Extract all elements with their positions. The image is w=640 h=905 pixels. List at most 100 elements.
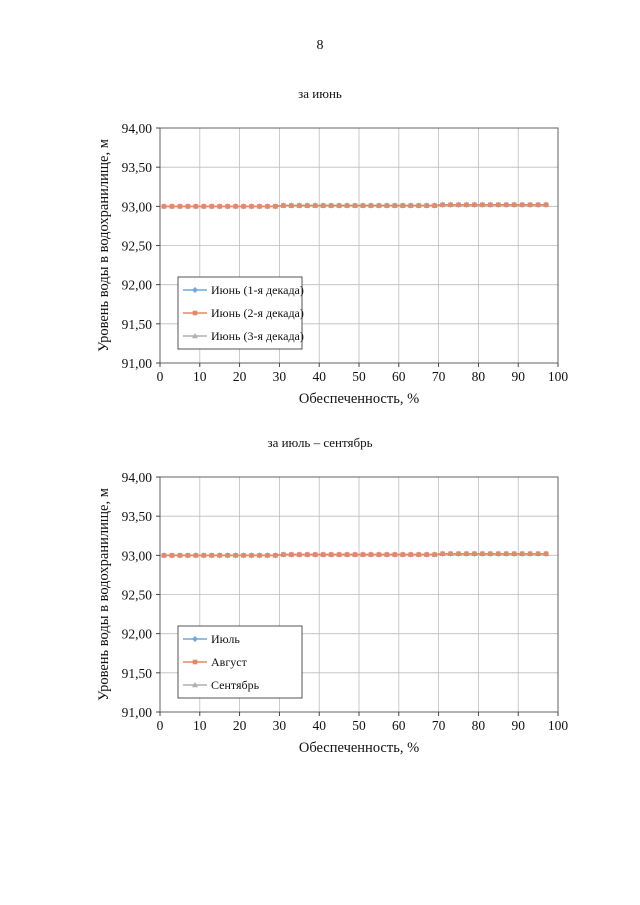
data-point (312, 552, 318, 557)
y-tick-label: 91,00 (122, 356, 153, 371)
data-point (193, 553, 199, 558)
data-point (384, 552, 390, 557)
data-point (543, 202, 549, 208)
data-point (480, 551, 485, 557)
data-point (336, 203, 342, 208)
data-point (488, 202, 493, 208)
data-point (161, 553, 167, 558)
data-point (496, 551, 501, 557)
y-tick-label: 91,50 (122, 666, 153, 681)
y-tick-label: 92,50 (122, 588, 153, 603)
data-point (511, 551, 517, 557)
data-point (519, 551, 525, 557)
data-point (273, 553, 278, 558)
legend-marker (192, 682, 198, 688)
legend-marker (192, 636, 198, 642)
x-tick-label: 0 (157, 369, 164, 384)
data-point (535, 202, 541, 208)
x-tick-label: 60 (392, 718, 406, 733)
y-tick-label: 92,00 (122, 627, 153, 642)
data-point (304, 203, 310, 208)
x-tick-label: 80 (472, 718, 486, 733)
data-point (424, 552, 429, 557)
data-point (408, 552, 414, 557)
data-point (273, 204, 278, 209)
x-tick-label: 50 (352, 369, 366, 384)
page-number: 8 (316, 38, 324, 53)
data-point (472, 202, 477, 208)
data-point (527, 551, 533, 557)
chart-1-title: за июнь (298, 86, 342, 101)
data-point (257, 553, 262, 558)
data-point (480, 202, 485, 208)
chart-2-title: за июль – сентябрь (267, 435, 373, 450)
data-point (161, 204, 167, 209)
data-point (304, 552, 310, 557)
data-point (177, 553, 183, 558)
data-point (289, 552, 294, 557)
x-tick-label: 100 (548, 718, 569, 733)
data-point (424, 203, 429, 208)
data-point (193, 204, 199, 209)
x-tick-label: 20 (233, 369, 247, 384)
chart-june: 0 10 20 30 40 50 60 70 80 90 100 91,00 91,50 92,00 92,… (96, 121, 569, 407)
y-tick-label: 91,50 (122, 317, 153, 332)
data-point (464, 202, 469, 208)
data-point (352, 552, 358, 557)
data-point (392, 552, 398, 557)
x-tick-label: 0 (157, 718, 164, 733)
data-point (511, 202, 517, 208)
data-point (289, 203, 294, 208)
data-point (456, 551, 461, 557)
legend-label: Сентябрь (211, 678, 260, 692)
data-point (416, 203, 421, 208)
data-point (185, 204, 191, 209)
data-point (265, 204, 270, 209)
data-point (360, 203, 366, 208)
x-tick-label: 20 (233, 718, 247, 733)
chart-july-september: 0 10 20 30 40 50 60 70 80 90 100 91,00 91,50 92,00 92,… (96, 470, 569, 756)
data-point (384, 203, 390, 208)
data-point (503, 551, 509, 557)
x-tick-label: 30 (273, 718, 287, 733)
y-tick-label: 93,50 (122, 509, 153, 524)
data-point (400, 552, 406, 557)
data-point (456, 202, 461, 208)
data-point (448, 551, 453, 557)
data-point (209, 204, 215, 209)
x-tick-label: 90 (511, 718, 525, 733)
y-tick-label: 91,00 (122, 705, 153, 720)
data-point (440, 202, 445, 208)
x-tick-label: 100 (548, 369, 569, 384)
data-point (185, 553, 191, 558)
data-point (400, 203, 406, 208)
legend-marker (192, 287, 198, 293)
x-tick-label: 10 (193, 718, 207, 733)
y-tick-label: 92,50 (122, 239, 153, 254)
data-point (519, 202, 525, 208)
data-point (408, 203, 414, 208)
x-tick-label: 80 (472, 369, 486, 384)
data-point (177, 204, 183, 209)
y-tick-label: 94,00 (122, 121, 153, 136)
data-point (201, 553, 207, 558)
data-point (241, 204, 246, 209)
data-point (265, 553, 270, 558)
data-point (249, 204, 254, 209)
x-tick-label: 70 (432, 718, 446, 733)
data-point (503, 202, 509, 208)
x-tick-label: 90 (511, 369, 525, 384)
data-point (464, 551, 469, 557)
x-axis-title: Обеспеченность, % (299, 391, 419, 407)
data-point (368, 203, 374, 208)
data-point (328, 203, 334, 208)
data-point (297, 203, 302, 208)
data-point (488, 551, 493, 557)
data-point (233, 204, 238, 209)
data-point (376, 552, 382, 557)
legend-label: Август (211, 655, 248, 669)
legend-marker (192, 659, 198, 665)
data-point (320, 203, 326, 208)
data-point (543, 551, 549, 557)
data-point (535, 551, 541, 557)
